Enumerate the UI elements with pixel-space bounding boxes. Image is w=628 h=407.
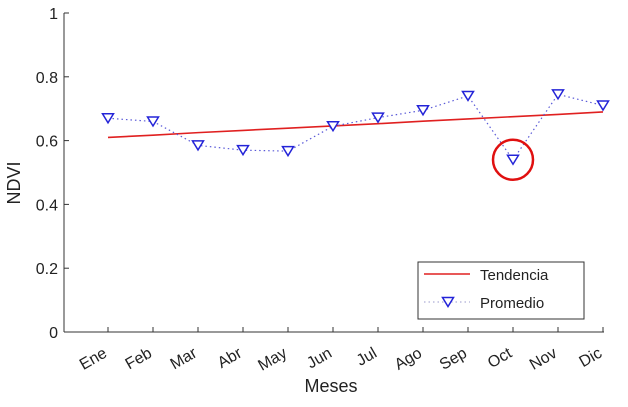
data-point-oct [506,154,520,166]
series-layer [101,89,610,166]
highlight-circle [491,138,535,181]
x-tick-label: Feb [123,345,155,374]
y-tick-label: 1 [49,6,58,23]
x-tick-label: Dic [576,345,605,371]
data-point-feb [146,116,160,128]
legend-label-tendencia: Tendencia [480,267,549,284]
x-tick-label: Jul [354,345,380,370]
legend: Tendencia Promedio [417,261,585,320]
data-point-jun [326,120,340,133]
x-tick-label: Mar [168,344,201,373]
series-line-promedio [107,93,604,161]
data-point-sep [461,90,475,102]
data-point-nov [551,89,565,101]
x-axis-title: Meses [304,376,357,396]
y-tick-label: 0.6 [36,134,58,151]
x-tick-label: Ene [77,345,110,374]
data-point-dic [596,100,610,112]
x-tick-label: Nov [527,345,560,374]
x-tick-label: Jun [304,345,335,373]
y-tick-label: 0.2 [36,261,58,278]
chart-axes [63,13,604,333]
data-point-ene [101,113,115,125]
highlight-layer [491,138,535,181]
y-axis-title: NDVI [4,161,24,204]
legend-box [417,261,585,320]
y-tick-label: 0 [49,325,58,342]
x-tick-label: Abr [215,344,246,372]
y-tick-label: 0.4 [36,197,58,214]
x-tick-label: May [255,345,290,375]
x-tick-label: Oct [485,344,516,371]
x-tick-label: Sep [437,345,470,374]
x-axis-ticks: Ene Feb Mar Abr May Jun Jul Ago Sep Oct Nov Dic [77,327,605,375]
data-point-ago [416,105,430,117]
x-tick-label: Ago [392,345,425,374]
y-axis-ticks: 0 0.2 0.4 0.6 0.8 1 [36,6,69,342]
data-point-may [281,145,295,158]
data-point-abr [236,144,250,157]
series-line-tendencia [107,111,604,139]
data-point-jul [371,112,385,124]
y-tick-label: 0.8 [36,70,58,87]
legend-label-promedio: Promedio [480,295,544,312]
legend-swatch-promedio-marker [441,296,455,308]
data-point-mar [191,140,205,152]
